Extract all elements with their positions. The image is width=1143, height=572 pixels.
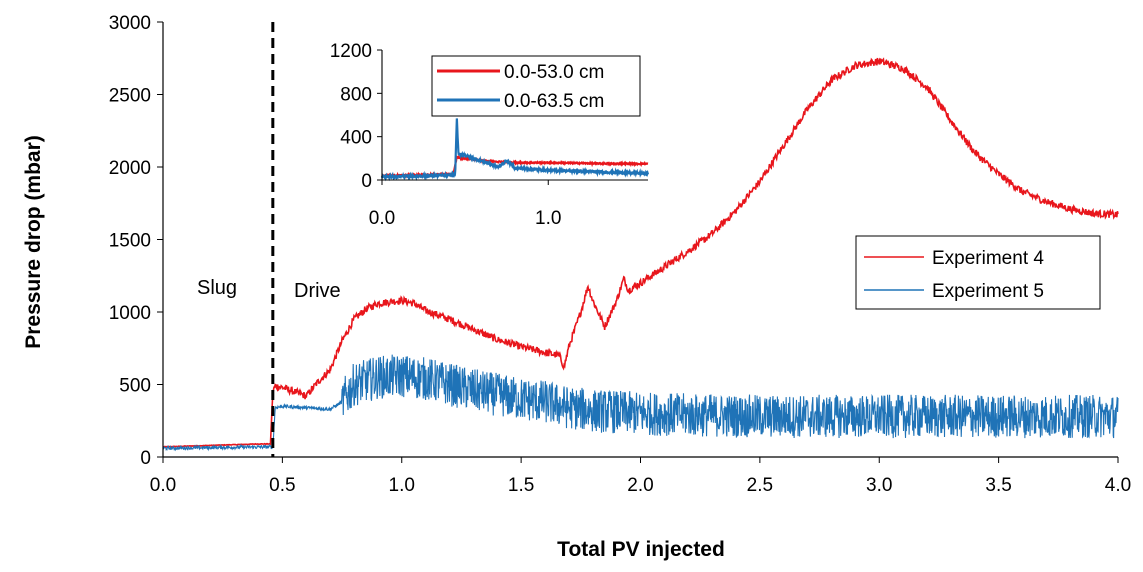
y-tick-label: 2000 — [109, 158, 151, 179]
inset-legend-box — [431, 55, 641, 117]
series-line-experiment-4 — [162, 57, 1119, 448]
x-tick-label: 0.5 — [269, 475, 295, 496]
x-tick-label: 3.0 — [866, 475, 892, 496]
y-tick-label: 3000 — [109, 13, 151, 34]
inset-y-tick-label: 0 — [361, 171, 372, 192]
y-tick-label: 2500 — [109, 86, 151, 107]
inset-x-tick-label: 0.0 — [369, 208, 395, 229]
y-tick-label: 1000 — [109, 303, 151, 324]
x-tick-label: 0.0 — [150, 475, 176, 496]
series-line-experiment-5 — [162, 354, 1119, 452]
x-tick-label: 1.5 — [508, 475, 534, 496]
inset-y-tick-label: 800 — [340, 84, 372, 105]
x-tick-label: 1.0 — [389, 475, 415, 496]
inset-chart: 0.0 1.0 0 400 800 1200 0.0-53.0 cm 0.0-63.5 cm — [330, 41, 650, 229]
y-tick-label: 500 — [119, 376, 151, 397]
inset-y-tick-label: 1200 — [330, 41, 372, 62]
legend-label: Experiment 4 — [932, 248, 1044, 269]
x-tick-label: 2.5 — [747, 475, 773, 496]
annotation-drive: Drive — [294, 280, 341, 302]
inset-legend-label: 0.0-63.5 cm — [504, 91, 604, 112]
main-legend: Experiment 4 Experiment 5 — [855, 235, 1101, 310]
legend-label: Experiment 5 — [932, 281, 1044, 302]
y-tick-label: 0 — [140, 448, 151, 469]
x-tick-label: 4.0 — [1105, 475, 1131, 496]
x-tick-label: 2.0 — [627, 475, 653, 496]
main-series-layer — [162, 57, 1119, 452]
x-tick-label: 3.5 — [985, 475, 1011, 496]
inset-x-tick-label: 1.0 — [535, 208, 561, 229]
annotation-slug: Slug — [197, 277, 237, 299]
legend-box — [855, 235, 1101, 310]
x-axis-title: Total PV injected — [557, 538, 725, 561]
inset-y-tick-label: 400 — [340, 128, 372, 149]
annotations: Slug Drive — [197, 22, 341, 457]
y-tick-label: 1500 — [109, 231, 151, 252]
y-axis-title: Pressure drop (mbar) — [22, 135, 45, 349]
main-axes: 0.0 0.5 1.0 1.5 2.0 2.5 3.0 3.5 4.0 0 500 1000 1500 2… — [109, 13, 1131, 496]
inset-series-line-63cm — [380, 118, 650, 182]
inset-legend-label: 0.0-53.0 cm — [504, 62, 604, 83]
